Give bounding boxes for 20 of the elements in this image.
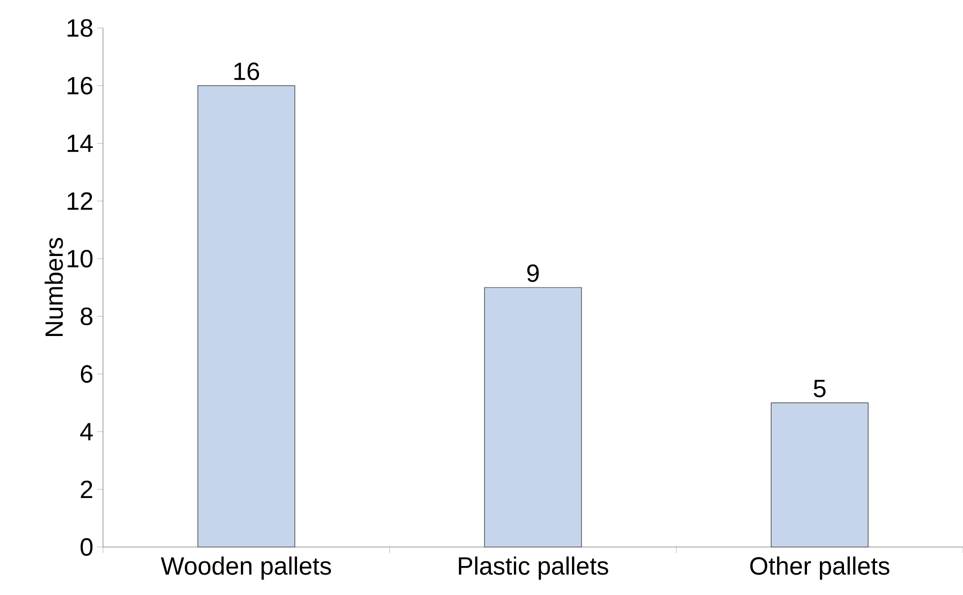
x-tick-label: Wooden pallets bbox=[160, 556, 331, 580]
y-axis-title: Numbers bbox=[44, 238, 63, 336]
bar bbox=[484, 287, 582, 548]
x-tick-label: Plastic pallets bbox=[458, 556, 608, 580]
y-tick-label: 0 bbox=[80, 538, 92, 556]
y-tick-label: 14 bbox=[68, 134, 93, 152]
y-tick-label: 18 bbox=[68, 19, 92, 37]
bar bbox=[198, 85, 296, 548]
y-tick-label: 16 bbox=[68, 76, 92, 94]
y-tick-label: 12 bbox=[68, 192, 92, 210]
data-label: 16 bbox=[234, 62, 260, 80]
y-tick-label: 6 bbox=[80, 365, 92, 383]
data-label: 9 bbox=[527, 264, 539, 282]
y-tick-label: 2 bbox=[80, 480, 92, 498]
y-tick-label: 4 bbox=[80, 423, 93, 440]
y-tick-label: 8 bbox=[80, 308, 92, 326]
data-label: 5 bbox=[814, 380, 826, 398]
x-tick-label: Other pallets bbox=[750, 556, 890, 580]
bar bbox=[770, 402, 868, 548]
y-tick-label: 10 bbox=[68, 250, 92, 268]
